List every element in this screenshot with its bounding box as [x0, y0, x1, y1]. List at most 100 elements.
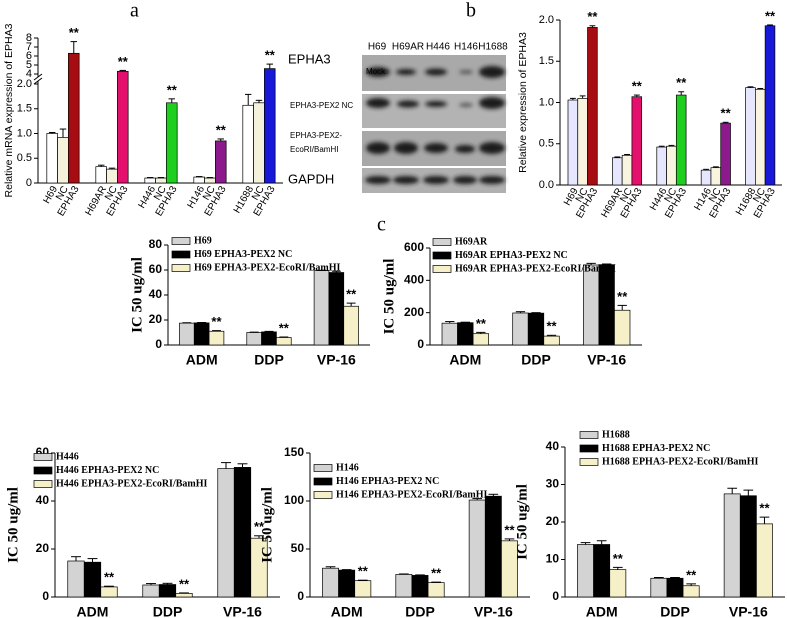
bar	[631, 96, 643, 186]
lane-label: H1688	[478, 42, 508, 53]
legend-swatch	[432, 251, 452, 260]
bar	[720, 122, 731, 186]
bar	[57, 137, 69, 184]
y-axis-label: IC 50 ug/ml	[259, 487, 275, 563]
bar	[468, 499, 486, 598]
y-tick-label: 0.0	[539, 179, 554, 191]
bar	[83, 561, 102, 598]
y-tick-label: 60	[149, 262, 163, 276]
lane-label: H69AR	[392, 42, 424, 53]
bar	[598, 264, 615, 346]
significance: **	[765, 8, 776, 23]
bar	[621, 154, 633, 186]
legend-label: H146 EPHA3-PEX2 NC	[336, 476, 439, 487]
significance: **	[632, 79, 643, 94]
legend-swatch	[33, 466, 53, 475]
bar	[656, 146, 667, 186]
panel-label: b	[466, 0, 476, 22]
bar	[179, 322, 195, 346]
y-tick-label: 80	[149, 237, 163, 251]
y-tick-label: 600	[404, 240, 424, 254]
x-tick-label: ADM	[77, 604, 109, 618]
legend-swatch	[313, 464, 333, 472]
significance: **	[617, 289, 628, 304]
bar	[175, 593, 193, 598]
significance: **	[118, 54, 129, 69]
bar	[745, 87, 756, 186]
blot-title: EPHA3	[288, 51, 331, 66]
x-tick-label: DDP	[153, 604, 183, 618]
y-tick-label: 2.0	[539, 14, 554, 26]
y-tick-label: 6	[26, 50, 32, 62]
legend-swatch	[33, 453, 53, 461]
x-tick-label: VP-16	[729, 604, 768, 618]
y-tick-label: 0.5	[17, 152, 32, 164]
legend-swatch	[579, 431, 599, 439]
bands	[365, 66, 505, 184]
bar	[609, 569, 627, 598]
bar	[582, 264, 600, 346]
legend-label: H146 EPHA3-PEX2-EcoRI/BamHI	[336, 489, 487, 500]
bar	[682, 585, 700, 598]
significance: **	[721, 106, 732, 121]
significance: **	[216, 122, 227, 137]
legend-swatch	[313, 477, 333, 486]
y-tick-label: 200	[404, 305, 424, 319]
y-tick-label: 4	[26, 68, 32, 80]
legend-label: H1688 EPHA3-PEX2 NC	[602, 443, 710, 454]
bar	[155, 177, 167, 184]
y-axis-label: IC 50 ug/ml	[5, 487, 21, 563]
y-tick-label: 150	[284, 445, 304, 459]
significance: **	[254, 519, 265, 534]
bar	[411, 575, 429, 598]
significance: **	[587, 9, 598, 24]
bar	[242, 104, 254, 184]
bar	[233, 467, 252, 598]
bar	[484, 495, 502, 598]
bar	[144, 177, 156, 184]
significance: **	[613, 551, 624, 566]
y-tick-label: 40	[149, 287, 163, 301]
legend-label: H69	[194, 235, 212, 246]
significance: **	[167, 82, 178, 97]
bar	[142, 584, 160, 598]
x-tick-label: DDP	[405, 604, 435, 618]
bar	[395, 574, 413, 598]
bar	[567, 99, 579, 186]
bar	[193, 322, 210, 346]
bar	[666, 577, 684, 598]
bar	[246, 332, 262, 346]
bar	[67, 560, 85, 598]
legend-swatch	[313, 491, 333, 499]
western-blot: EPHA3 H69 H69AR H446 H146 H1688 Mock EPH…	[288, 42, 508, 193]
y-tick-label: 0	[42, 589, 49, 603]
y-tick-label: 0	[552, 589, 559, 603]
bar	[666, 145, 677, 186]
legend-label: H446 EPHA3-PEX2-EcoRI/BamHI	[56, 478, 207, 489]
significance: **	[676, 75, 687, 90]
significance: **	[431, 566, 442, 581]
legend-label: H1688	[602, 429, 630, 440]
y-tick-label: 5	[26, 59, 32, 71]
y-tick-label: 2.0	[17, 78, 32, 90]
legend-swatch	[432, 265, 452, 273]
y-tick-label: 1.0	[17, 127, 32, 139]
bar	[68, 52, 80, 184]
row-label: EPHA3-PEX2 NC	[290, 101, 353, 110]
axis-break	[33, 77, 43, 85]
y-tick-label: 1.5	[539, 55, 554, 67]
bar	[313, 270, 330, 346]
significance: **	[179, 576, 190, 591]
panel-label: a	[130, 0, 139, 22]
legend-label: H446	[56, 451, 79, 462]
y-tick-label: 1.0	[539, 96, 554, 108]
bar	[166, 102, 178, 184]
x-tick-label: ADM	[331, 604, 363, 618]
bar	[650, 577, 668, 598]
bar	[46, 133, 58, 184]
legend-label: H69AR	[455, 236, 488, 247]
x-tick-label: ADM	[586, 604, 618, 618]
y-tick-label: 20	[149, 312, 163, 326]
y-axis-label: IC 50 ug/ml	[129, 257, 145, 333]
